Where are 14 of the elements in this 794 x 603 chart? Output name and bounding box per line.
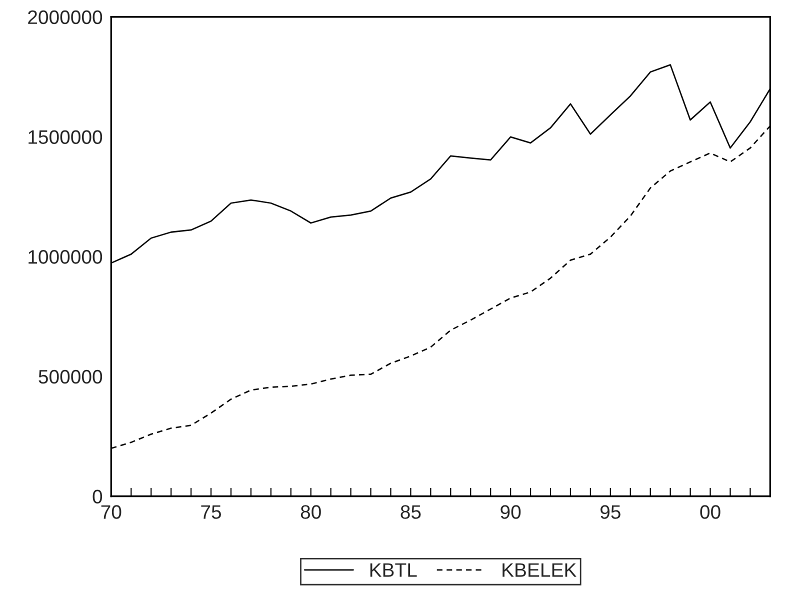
legend-label: KBELEK	[502, 563, 576, 577]
x-tick-label: 95	[600, 505, 620, 519]
y-tick-label: 0	[92, 490, 102, 504]
x-tick-label: 00	[700, 505, 720, 519]
x-tick-label: 80	[300, 505, 321, 519]
x-tick-label: 70	[101, 505, 122, 519]
x-tick-label: 85	[400, 505, 421, 519]
y-tick-label: 1000000	[28, 250, 102, 264]
x-tick-label: 75	[201, 505, 222, 519]
legend-label: KBTL	[370, 563, 417, 577]
x-tick-label: 90	[500, 505, 521, 519]
y-tick-label: 500000	[38, 370, 102, 384]
y-tick-label: 1500000	[28, 130, 102, 144]
y-tick-label: 2000000	[28, 10, 102, 24]
